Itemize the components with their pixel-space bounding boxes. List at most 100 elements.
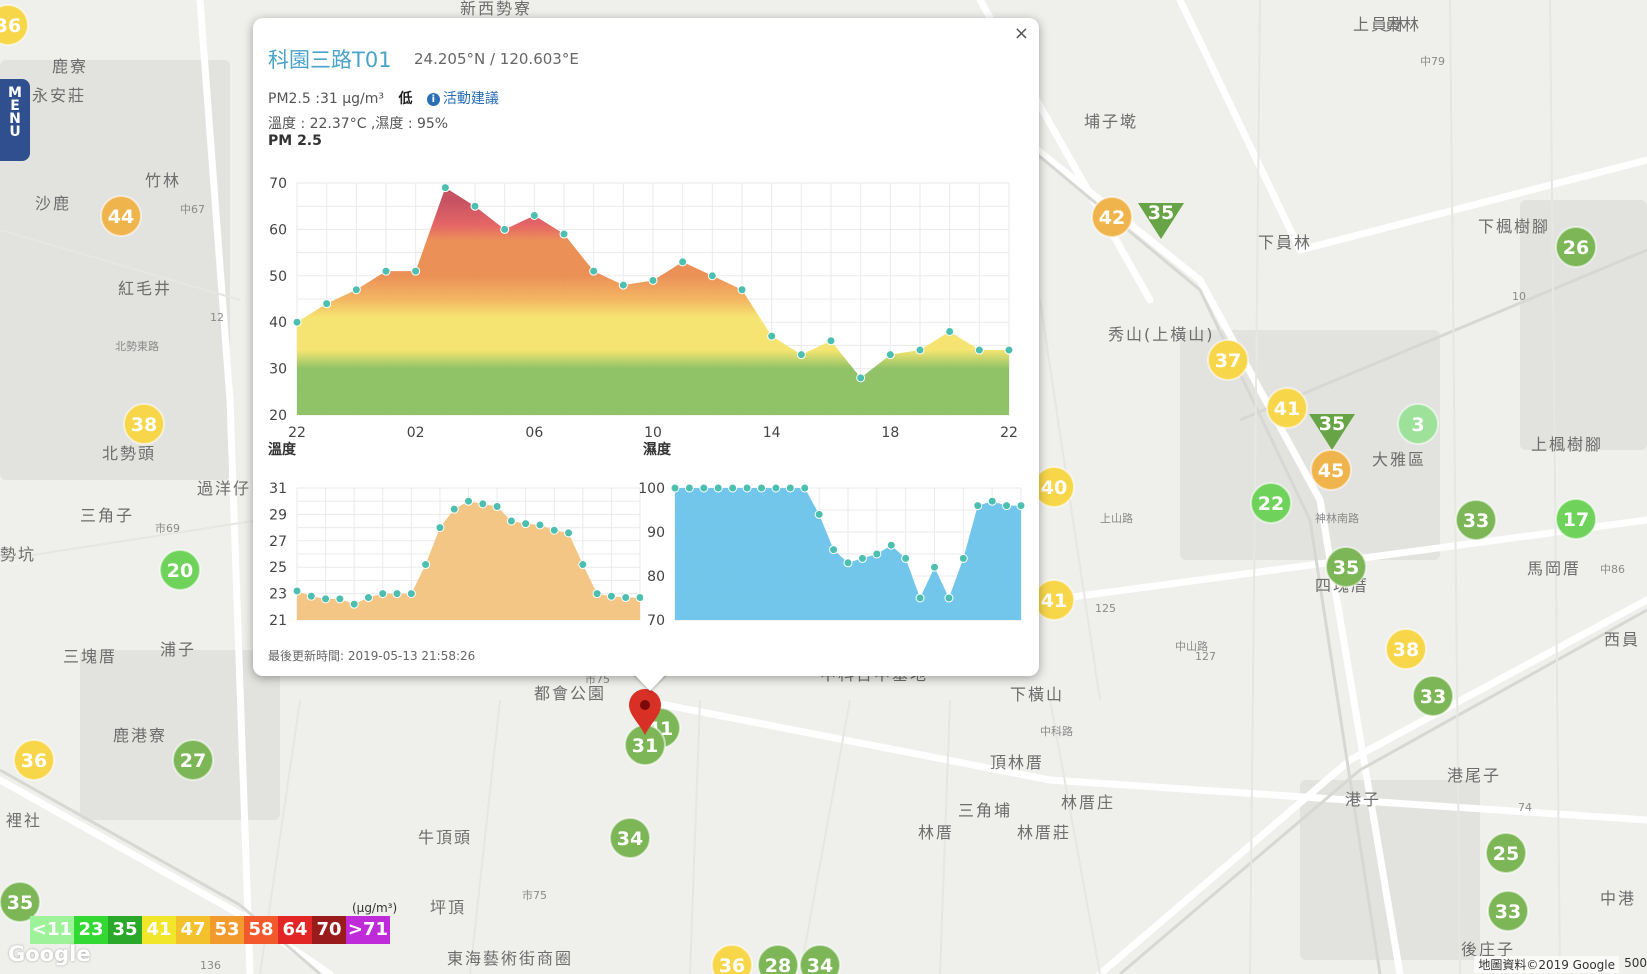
data-point[interactable] <box>363 593 373 603</box>
data-point[interactable] <box>335 594 345 604</box>
data-point[interactable] <box>440 183 450 193</box>
data-point[interactable] <box>684 483 694 493</box>
aq-station-marker[interactable]: 26 <box>1555 226 1597 268</box>
aq-station-marker[interactable]: 35 <box>1138 202 1184 239</box>
data-point[interactable] <box>678 257 688 267</box>
data-point[interactable] <box>857 553 867 563</box>
data-point[interactable] <box>699 483 709 493</box>
data-point[interactable] <box>292 317 302 327</box>
aq-station-marker[interactable]: 36 <box>13 739 55 781</box>
aq-station-marker[interactable]: 41 <box>1033 579 1075 621</box>
data-point[interactable] <box>885 350 895 360</box>
data-point[interactable] <box>618 280 628 290</box>
data-point[interactable] <box>771 483 781 493</box>
data-point[interactable] <box>578 560 588 570</box>
data-point[interactable] <box>351 285 361 295</box>
data-point[interactable] <box>535 520 545 530</box>
data-point[interactable] <box>958 553 968 563</box>
data-point[interactable] <box>944 593 954 603</box>
data-point[interactable] <box>670 483 680 493</box>
data-point[interactable] <box>322 299 332 309</box>
aq-station-marker[interactable]: 38 <box>123 403 165 445</box>
map-data-credit[interactable]: 地圖資料©2019 Google <box>1474 956 1619 973</box>
aq-station-marker[interactable]: 33 <box>1455 499 1497 541</box>
data-point[interactable] <box>829 545 839 555</box>
aq-station-marker[interactable]: 31 <box>624 724 666 766</box>
data-point[interactable] <box>930 562 939 572</box>
data-point[interactable] <box>292 586 302 596</box>
data-point[interactable] <box>478 499 488 509</box>
close-popup-button[interactable]: × <box>1013 23 1029 44</box>
data-point[interactable] <box>321 594 331 604</box>
data-point[interactable] <box>406 589 416 599</box>
data-point[interactable] <box>378 589 388 599</box>
data-point[interactable] <box>915 593 925 603</box>
data-point[interactable] <box>826 336 836 346</box>
data-point[interactable] <box>757 483 766 493</box>
data-point[interactable] <box>1004 345 1014 355</box>
data-point[interactable] <box>796 350 806 360</box>
data-point[interactable] <box>856 373 866 383</box>
data-point[interactable] <box>529 210 539 220</box>
data-point[interactable] <box>987 496 997 506</box>
aq-station-marker[interactable]: 44 <box>100 195 142 237</box>
data-point[interactable] <box>621 593 631 603</box>
data-point[interactable] <box>521 519 531 529</box>
data-point[interactable] <box>492 501 502 511</box>
data-point[interactable] <box>973 501 983 511</box>
data-point[interactable] <box>886 540 896 550</box>
aq-station-marker[interactable]: 35 <box>1309 413 1355 450</box>
aq-station-marker[interactable]: 20 <box>159 549 201 591</box>
data-point[interactable] <box>506 516 516 526</box>
data-point[interactable] <box>737 285 747 295</box>
data-point[interactable] <box>915 345 925 355</box>
data-point[interactable] <box>470 201 480 211</box>
data-point[interactable] <box>974 345 984 355</box>
aq-station-marker[interactable]: 35 <box>1325 546 1367 588</box>
aq-station-marker[interactable]: 22 <box>1250 482 1292 524</box>
aq-station-marker[interactable]: 33 <box>1487 890 1529 932</box>
data-point[interactable] <box>606 591 616 601</box>
aq-station-marker[interactable]: 45 <box>1310 449 1352 491</box>
data-point[interactable] <box>713 483 723 493</box>
selected-location-pin[interactable] <box>629 689 661 735</box>
data-point[interactable] <box>349 599 359 609</box>
data-point[interactable] <box>564 528 574 538</box>
aq-station-marker[interactable]: 28 <box>757 944 799 974</box>
aq-station-marker[interactable]: 37 <box>1207 339 1249 381</box>
data-point[interactable] <box>500 224 510 234</box>
aq-station-marker[interactable]: 41 <box>1266 387 1308 429</box>
data-point[interactable] <box>392 589 402 599</box>
data-point[interactable] <box>589 266 599 276</box>
data-point[interactable] <box>411 266 421 276</box>
aq-station-marker[interactable]: 3 <box>1397 403 1439 445</box>
data-point[interactable] <box>559 229 569 239</box>
data-point[interactable] <box>306 591 316 601</box>
data-point[interactable] <box>648 275 658 285</box>
data-point[interactable] <box>945 326 955 336</box>
aq-station-marker[interactable]: 36 <box>0 4 29 46</box>
aq-station-marker[interactable]: 34 <box>799 944 841 974</box>
data-point[interactable] <box>1002 501 1012 511</box>
data-point[interactable] <box>592 589 602 599</box>
data-point[interactable] <box>449 504 459 514</box>
aq-station-marker[interactable]: 25 <box>1485 832 1527 874</box>
data-point[interactable] <box>901 553 911 563</box>
data-point[interactable] <box>767 331 777 341</box>
data-point[interactable] <box>549 525 559 535</box>
aq-station-marker[interactable]: 35 <box>0 881 41 923</box>
data-point[interactable] <box>800 483 810 493</box>
data-point[interactable] <box>464 496 473 506</box>
aq-station-marker[interactable]: 38 <box>1385 628 1427 670</box>
data-point[interactable] <box>435 523 445 533</box>
activity-advice-link[interactable]: i 活動建議 <box>426 91 499 107</box>
aq-station-marker[interactable]: 33 <box>1412 675 1454 717</box>
aq-station-marker[interactable]: 17 <box>1555 498 1597 540</box>
data-point[interactable] <box>381 266 391 276</box>
data-point[interactable] <box>872 549 882 559</box>
aq-station-marker[interactable]: 42 <box>1091 196 1133 238</box>
data-point[interactable] <box>742 483 752 493</box>
aq-station-marker[interactable]: 36 <box>711 944 753 974</box>
data-point[interactable] <box>843 558 853 568</box>
